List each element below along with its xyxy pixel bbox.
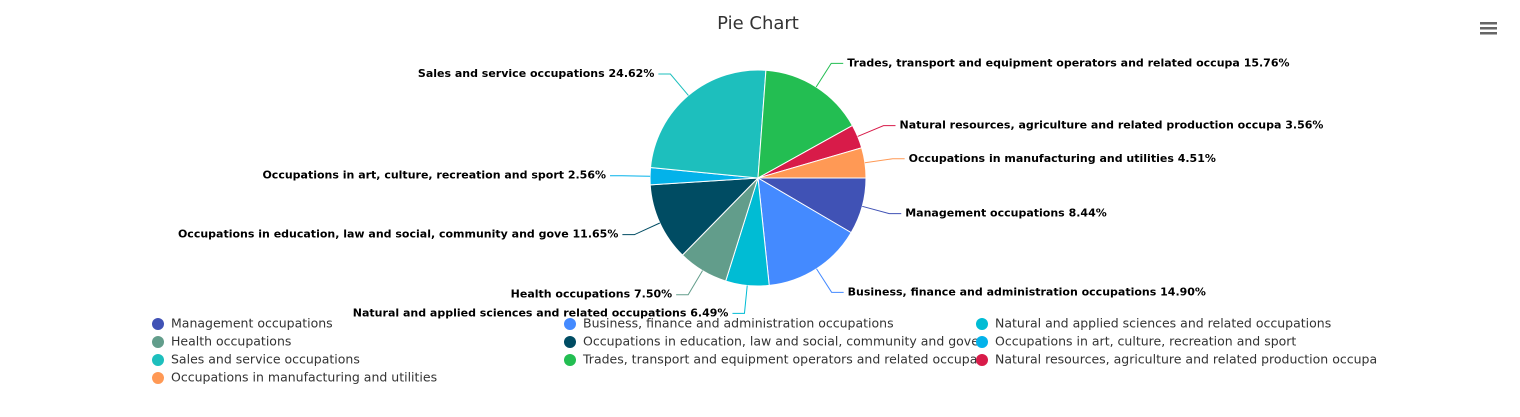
data-label-name: Natural resources, agriculture and relat… — [900, 119, 1282, 132]
pie-slice — [649, 177, 760, 256]
connector — [676, 270, 703, 296]
legend-symbol — [564, 336, 576, 348]
legend-label: Trades, transport and equipment operator… — [582, 352, 977, 367]
data-label-name: Sales and service occupations — [418, 67, 605, 80]
data-label: Occupations in education, law and social… — [178, 228, 618, 241]
legend-symbol — [976, 354, 988, 366]
legend-symbol — [564, 318, 576, 330]
legend-item[interactable]: Occupations in art, culture, recreation … — [976, 334, 1296, 349]
data-label-name: Occupations in art, culture, recreation … — [262, 169, 564, 182]
legend-item[interactable]: Natural resources, agriculture and relat… — [976, 352, 1377, 367]
legend-item[interactable]: Natural and applied sciences and related… — [976, 316, 1331, 331]
data-label-value: 8.44% — [1069, 207, 1107, 220]
connector — [816, 268, 844, 293]
data-label-value: 11.65% — [573, 228, 619, 241]
data-label-name: Management occupations — [905, 207, 1065, 220]
data-label-value: 4.51% — [1178, 152, 1216, 165]
menu-button[interactable] — [1480, 22, 1497, 35]
data-label: Occupations in art, culture, recreation … — [262, 169, 606, 182]
chart-title: Pie Chart — [717, 13, 799, 34]
legend-label: Occupations in manufacturing and utiliti… — [171, 370, 437, 385]
data-label-value: 6.49% — [690, 306, 728, 319]
legend-symbol — [976, 336, 988, 348]
connector — [815, 62, 844, 88]
legend-symbol — [152, 354, 164, 366]
data-label-name: Natural and applied sciences and related… — [353, 306, 687, 319]
legend-item[interactable]: Management occupations — [152, 316, 333, 331]
data-label: Management occupations 8.44% — [905, 207, 1107, 220]
legend-item[interactable]: Health occupations — [152, 334, 291, 349]
data-label-name: Trades, transport and equipment operator… — [847, 56, 1240, 69]
data-label-value: 7.50% — [634, 288, 672, 301]
connector — [864, 158, 905, 164]
data-label-name: Health occupations — [511, 288, 631, 301]
legend-label: Natural resources, agriculture and relat… — [995, 352, 1377, 367]
data-label: Trades, transport and equipment operator… — [847, 56, 1289, 69]
legend-symbol — [152, 318, 164, 330]
legend-symbol — [152, 336, 164, 348]
pie-slice — [649, 69, 767, 179]
connector — [857, 125, 896, 137]
legend-symbol — [976, 318, 988, 330]
data-label-value: 24.62% — [609, 67, 655, 80]
legend-label: Natural and applied sciences and related… — [995, 316, 1331, 331]
legend-label: Occupations in art, culture, recreation … — [995, 334, 1296, 349]
legend-label: Management occupations — [171, 316, 333, 331]
data-label-name: Occupations in manufacturing and utiliti… — [909, 152, 1175, 165]
data-label: Natural and applied sciences and related… — [353, 306, 729, 319]
data-label-value: 2.56% — [568, 169, 606, 182]
legend-label: Occupations in education, law and social… — [583, 334, 979, 349]
legend-label: Health occupations — [171, 334, 291, 349]
connector — [658, 73, 689, 96]
data-label-name: Business, finance and administration occ… — [848, 285, 1157, 298]
data-label: Business, finance and administration occ… — [848, 285, 1206, 298]
connector — [732, 285, 748, 314]
data-label: Health occupations 7.50% — [511, 288, 673, 301]
data-label: Sales and service occupations 24.62% — [418, 67, 654, 80]
data-label-value: 14.90% — [1160, 285, 1206, 298]
data-label-value: 3.56% — [1285, 119, 1323, 132]
pie-slice — [757, 69, 854, 179]
data-label: Natural resources, agriculture and relat… — [900, 119, 1324, 132]
legend-item[interactable]: Occupations in education, law and social… — [564, 334, 979, 349]
legend-symbol — [564, 354, 576, 366]
data-label-value: 15.76% — [1244, 56, 1290, 69]
legend-item[interactable]: Occupations in manufacturing and utiliti… — [152, 370, 437, 385]
legend-symbol — [152, 372, 164, 384]
data-label-name: Occupations in education, law and social… — [178, 228, 569, 241]
legend-label: Sales and service occupations — [171, 352, 360, 367]
menu-bar — [1480, 22, 1497, 25]
legend-item[interactable]: Trades, transport and equipment operator… — [564, 352, 977, 367]
connector — [862, 205, 902, 215]
data-label: Occupations in manufacturing and utiliti… — [909, 152, 1216, 165]
legend-label: Business, finance and administration occ… — [583, 316, 894, 331]
menu-bar — [1480, 27, 1497, 30]
menu-bar — [1480, 32, 1497, 35]
legend-item[interactable]: Business, finance and administration occ… — [564, 316, 894, 331]
connector — [622, 222, 661, 236]
legend-item[interactable]: Sales and service occupations — [152, 352, 360, 367]
